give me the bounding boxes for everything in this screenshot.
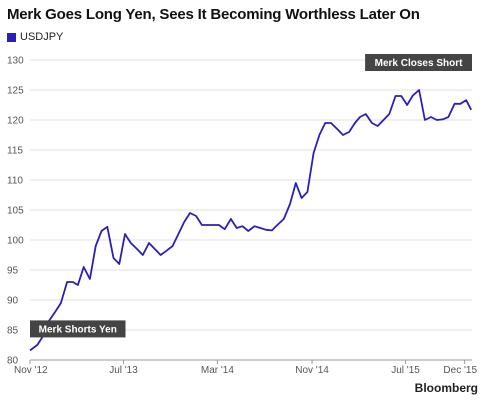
- legend-swatch: [7, 32, 16, 42]
- y-tick-label: 115: [7, 146, 23, 157]
- annotation-box: [30, 320, 126, 338]
- y-tick-label: 130: [7, 56, 24, 67]
- usdjpy-line: [29, 89, 472, 352]
- source-label: Bloomberg: [414, 381, 478, 395]
- annotation-box: [365, 54, 472, 71]
- y-tick-label: 95: [7, 266, 19, 277]
- x-tick-label: Dec '15: [443, 365, 477, 376]
- y-tick-label: 85: [7, 326, 19, 337]
- annotation-label: Merk Closes Short: [375, 58, 463, 69]
- legend: USDJPY: [7, 31, 63, 43]
- annotation-label: Merk Shorts Yen: [39, 324, 117, 335]
- x-tick-label: Jul '15: [391, 365, 420, 376]
- y-tick-label: 120: [7, 116, 24, 127]
- y-tick-label: 105: [7, 206, 24, 217]
- x-tick-label: Mar '14: [201, 365, 234, 376]
- y-tick-label: 110: [7, 176, 23, 187]
- x-tick-label: Nov '12: [14, 365, 48, 376]
- x-tick-label: Nov '14: [295, 365, 329, 376]
- x-tick-label: Jul '13: [109, 365, 138, 376]
- legend-label: USDJPY: [20, 31, 64, 43]
- y-tick-label: 100: [7, 236, 24, 247]
- chart-title: Merk Goes Long Yen, Sees It Becoming Wor…: [7, 6, 420, 23]
- y-tick-label: 125: [7, 86, 24, 97]
- y-tick-label: 80: [7, 356, 19, 367]
- y-tick-label: 90: [7, 296, 19, 307]
